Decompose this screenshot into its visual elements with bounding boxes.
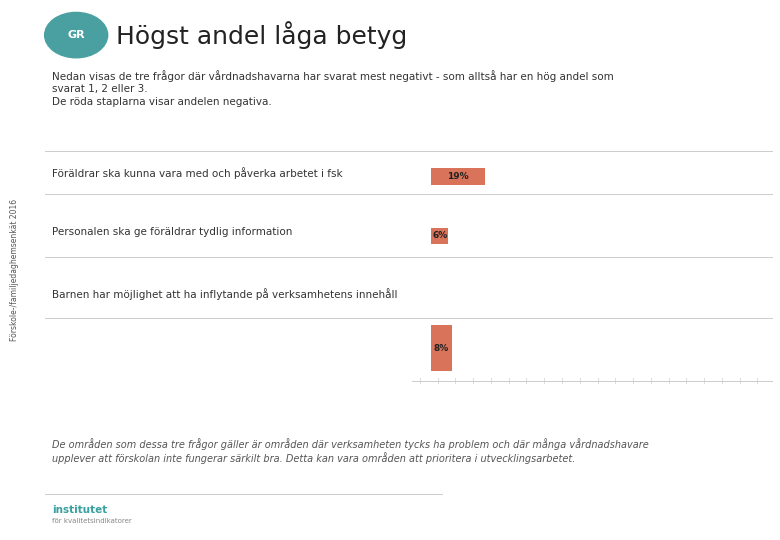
Text: 6%: 6%	[432, 232, 447, 240]
Bar	[431, 168, 485, 185]
Text: GR: GR	[67, 30, 85, 40]
Text: De områden som dessa tre frågor gäller är områden där verksamheten tycks ha prob: De områden som dessa tre frågor gäller ä…	[52, 438, 649, 464]
Text: 19%: 19%	[448, 172, 469, 181]
Text: Föräldrar ska kunna vara med och påverka arbetet i fsk: Föräldrar ska kunna vara med och påverka…	[52, 167, 342, 179]
Text: 8%: 8%	[434, 343, 449, 353]
Bar	[431, 228, 448, 244]
Text: De röda staplarna visar andelen negativa.: De röda staplarna visar andelen negativa…	[52, 97, 272, 106]
Text: institutet: institutet	[52, 505, 108, 515]
Text: Förskole-/familjedaghemsenkät 2016: Förskole-/familjedaghemsenkät 2016	[10, 199, 20, 341]
Text: Högst andel låga betyg: Högst andel låga betyg	[116, 21, 407, 49]
Circle shape	[44, 12, 108, 58]
Text: för kvalitetsindikatorer: för kvalitetsindikatorer	[52, 518, 132, 524]
Text: svarat 1, 2 eller 3.: svarat 1, 2 eller 3.	[52, 84, 147, 94]
Text: Barnen har möjlighet att ha inflytande på verksamhetens innehåll: Barnen har möjlighet att ha inflytande p…	[52, 288, 398, 300]
Text: Personalen ska ge föräldrar tydlig information: Personalen ska ge föräldrar tydlig infor…	[52, 227, 292, 237]
Text: Nedan visas de tre frågor där vårdnadshavarna har svarat mest negativt - som all: Nedan visas de tre frågor där vårdnadsha…	[52, 70, 614, 82]
Bar	[431, 325, 452, 371]
